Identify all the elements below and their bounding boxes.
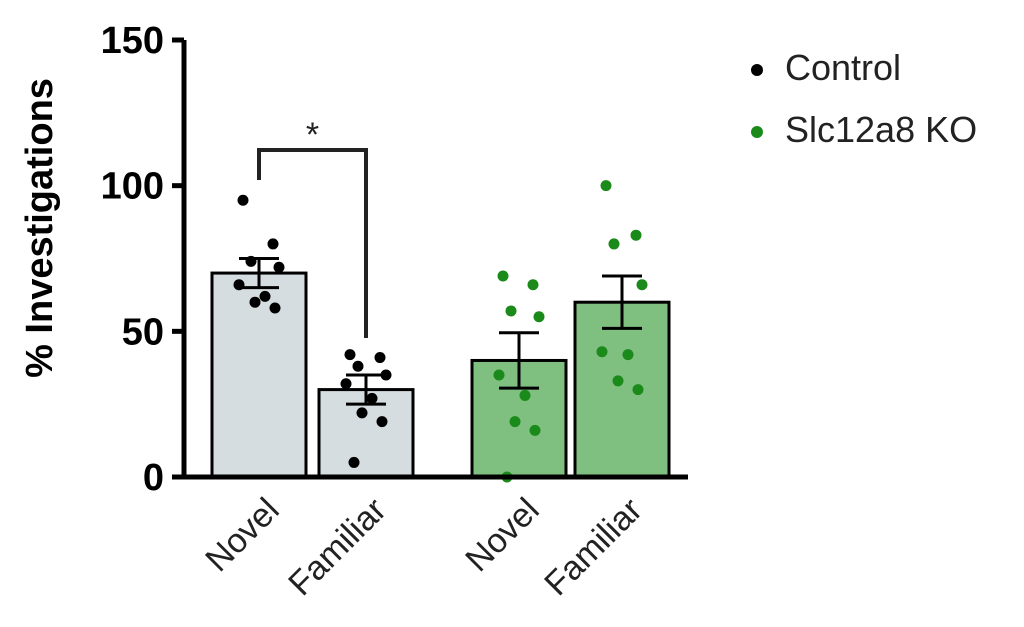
y-tick-label: 150 xyxy=(101,20,164,62)
data-point xyxy=(233,279,245,291)
legend-label: Slc12a8 KO xyxy=(785,109,977,150)
legend: Control Slc12a8 KO xyxy=(751,47,977,150)
significance-marker: * xyxy=(306,116,319,154)
data-point xyxy=(237,194,249,206)
data-point xyxy=(269,302,281,314)
significance-bracket: * xyxy=(257,116,368,338)
error-bars-layer xyxy=(239,257,642,406)
y-tick-label: 100 xyxy=(101,166,164,208)
y-axis-label: % Investigations xyxy=(19,78,61,378)
data-point xyxy=(273,261,285,273)
data-point xyxy=(366,392,378,404)
y-tick-label: 0 xyxy=(143,457,164,499)
data-point xyxy=(608,238,620,250)
data-point xyxy=(374,352,386,364)
x-category-label: Familiar xyxy=(537,491,649,603)
legend-marker xyxy=(751,126,763,138)
x-category-label: Novel xyxy=(198,491,286,579)
data-point xyxy=(600,180,612,192)
data-point xyxy=(519,389,531,401)
axes-layer xyxy=(174,40,688,480)
data-point xyxy=(533,311,545,323)
data-point xyxy=(509,416,521,428)
data-point xyxy=(380,369,392,381)
x-category-label: Familiar xyxy=(281,491,393,603)
data-point xyxy=(259,290,271,302)
data-point xyxy=(596,346,608,358)
bar-familiar-ko xyxy=(573,300,671,479)
data-point xyxy=(344,349,356,361)
data-point xyxy=(493,369,505,381)
data-point xyxy=(245,255,257,267)
data-points-layer xyxy=(233,180,648,483)
data-point xyxy=(636,279,648,291)
y-ticks-layer: 0 50 100 150 xyxy=(101,20,184,499)
data-point xyxy=(249,296,261,308)
data-point xyxy=(340,378,352,390)
data-point xyxy=(352,360,364,372)
data-point xyxy=(529,424,541,436)
legend-label: Control xyxy=(785,47,901,88)
x-category-label: Novel xyxy=(458,491,546,579)
data-point xyxy=(356,407,368,419)
data-point xyxy=(267,238,279,250)
bar-novel-control xyxy=(210,271,308,479)
data-point xyxy=(630,229,642,241)
bars-layer xyxy=(210,271,671,479)
data-point xyxy=(505,305,517,317)
data-point xyxy=(612,375,624,387)
y-tick-label: 50 xyxy=(122,311,164,353)
data-point xyxy=(348,456,360,468)
legend-marker xyxy=(751,64,763,76)
data-point xyxy=(497,270,509,282)
data-point xyxy=(376,416,388,428)
data-point xyxy=(622,349,634,361)
data-point xyxy=(632,384,644,396)
significance-bracket-line xyxy=(257,148,368,338)
data-point xyxy=(527,279,539,291)
